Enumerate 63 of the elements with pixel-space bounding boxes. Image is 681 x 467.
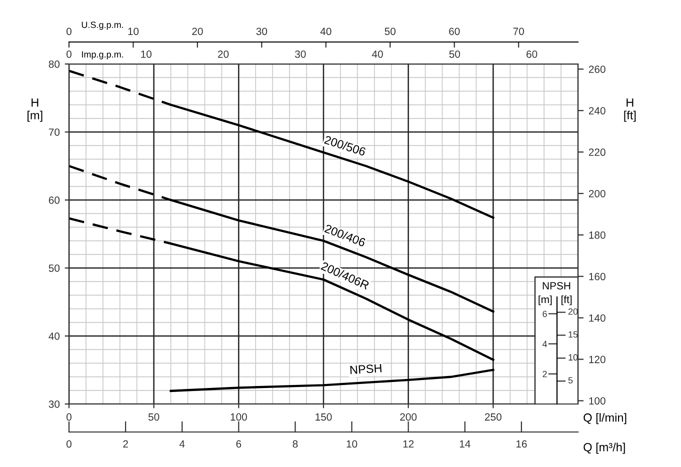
y3-tick-label: 2 <box>542 370 547 378</box>
y2-tick-label: 120 <box>589 356 606 364</box>
text: 0 <box>66 440 72 448</box>
x2-tick-label: 60 <box>449 28 460 36</box>
annotation: [ft] <box>562 295 572 306</box>
x2-tick-label: 70 <box>513 28 524 36</box>
text: 12 <box>403 440 414 448</box>
x2-tick-label: 30 <box>256 28 268 36</box>
y-tick-label: 60 <box>48 196 60 204</box>
text: 20 <box>218 50 229 58</box>
y-axis-title: H [m] <box>28 98 42 122</box>
y2-tick-label: 260 <box>588 66 606 73</box>
x-tick-label: 100 <box>230 413 247 421</box>
text: Q [m³/h] <box>584 442 625 454</box>
y2-tick-label: 240 <box>588 107 606 114</box>
text: 200/506 <box>324 135 366 156</box>
text: 6 <box>236 440 242 448</box>
y2-axis-title: H [ft] <box>624 98 636 122</box>
text: 10 <box>346 440 358 448</box>
text: 0 <box>66 50 72 58</box>
series-label: NPSH <box>350 364 382 374</box>
y2-tick-label: 160 <box>589 272 606 280</box>
y3-tick-label: 6 <box>542 310 547 318</box>
text: 16 <box>516 440 527 448</box>
y2-tick-label: 100 <box>589 397 606 405</box>
y-tick-label: 40 <box>48 332 60 340</box>
x2-axis-title: U.S.g.p.m. <box>82 22 124 30</box>
annotation: 20 <box>568 308 578 315</box>
text: 50 <box>449 50 460 58</box>
x2-tick-label: 20 <box>192 28 203 36</box>
y-tick-label: 70 <box>48 128 60 136</box>
x2-tick-label: 50 <box>384 28 396 36</box>
y2-tick-label: 140 <box>589 314 606 322</box>
y-tick-label: 30 <box>48 400 60 408</box>
y2-tick-label: 200 <box>588 190 606 198</box>
x-tick-label: 250 <box>485 413 502 421</box>
text: Imp.g.p.m. <box>82 51 124 60</box>
text: 10 <box>141 50 152 58</box>
annotation: 5 <box>568 377 573 384</box>
x-tick-label: 50 <box>148 413 160 421</box>
text: 40 <box>372 50 383 58</box>
text: 30 <box>295 50 306 58</box>
x-tick-label: 200 <box>400 413 417 421</box>
annotation: 10 <box>568 354 578 361</box>
x-tick-label: 150 <box>316 413 332 421</box>
annotation: NPSH <box>542 282 570 290</box>
x2-tick-label: 40 <box>320 28 332 36</box>
text: 60 <box>526 50 538 58</box>
text: 2 <box>123 440 128 448</box>
y2-tick-label: 180 <box>589 231 606 239</box>
y3-axis-title: [m] <box>538 295 552 306</box>
annotation: 15 <box>568 331 578 338</box>
x2-tick-label: 10 <box>128 28 139 36</box>
x2-tick-label: 0 <box>66 28 72 36</box>
y-tick-label: 80 <box>48 60 60 68</box>
x-tick-label: 0 <box>66 413 72 421</box>
x-axis-title: Q [l/min] <box>584 413 626 424</box>
y-tick-label: 50 <box>48 264 60 272</box>
text: 14 <box>460 440 470 448</box>
y3-tick-label: 4 <box>542 340 548 348</box>
y2-tick-label: 220 <box>588 148 606 156</box>
text: 8 <box>292 440 298 448</box>
text: 4 <box>179 440 185 448</box>
